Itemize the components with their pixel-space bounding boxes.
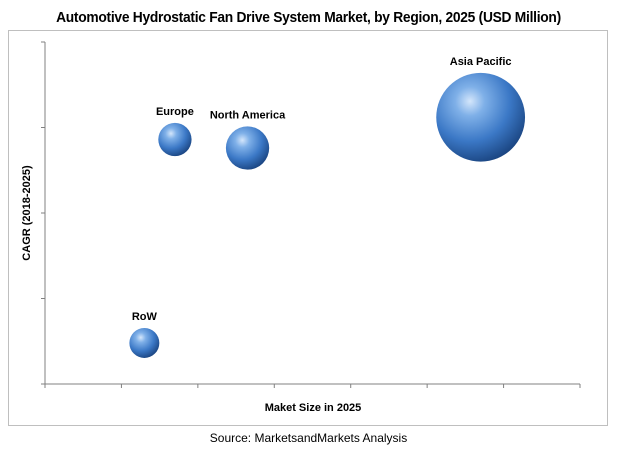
source-note: Source: MarketsandMarkets Analysis: [209, 431, 408, 445]
bubble-label-north-america: North America: [210, 109, 286, 121]
bubble-layer: Europe North America Asia Pacific RoW: [129, 56, 526, 358]
y-axis-title: CAGR (2018-2025): [21, 165, 33, 261]
bubble-label-row: RoW: [132, 311, 158, 323]
bubble-label-asia-pacific: Asia Pacific: [450, 56, 512, 68]
bubble-row: [129, 327, 160, 358]
chart-title: Automotive Hydrostatic Fan Drive System …: [56, 9, 561, 26]
x-axis-title: Maket Size in 2025: [265, 402, 362, 414]
bubble-asia-pacific: [436, 72, 526, 162]
bubble-europe: [158, 122, 192, 157]
chart-frame: [8, 30, 608, 426]
bubble-north-america: [225, 126, 270, 170]
chart-axes: [41, 41, 581, 388]
bubble-label-europe: Europe: [156, 106, 194, 118]
